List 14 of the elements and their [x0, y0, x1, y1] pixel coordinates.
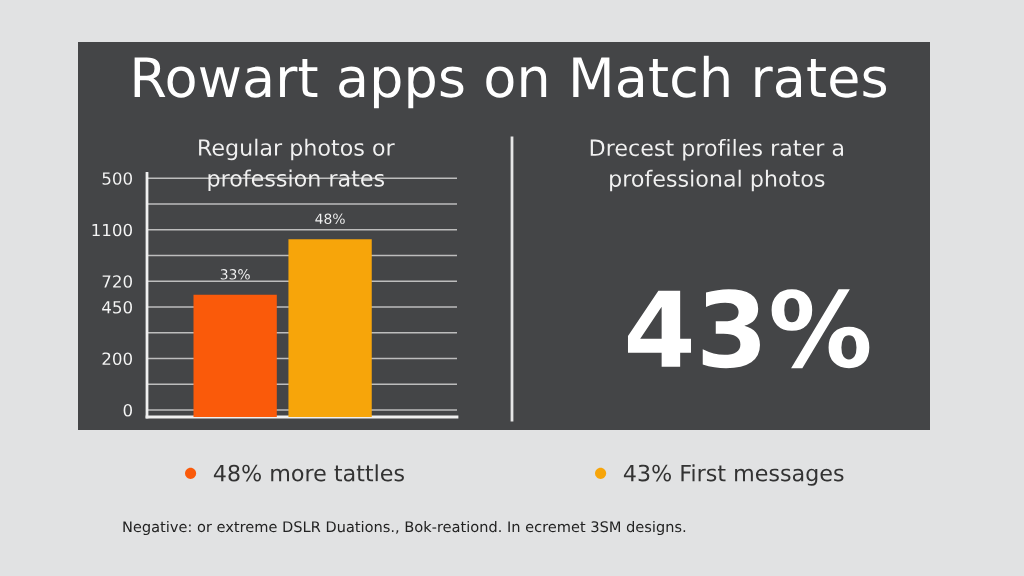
text: Negative: or extreme DSLR Duations., Bok-reationd. In ecremet 3SM designs. [123, 520, 686, 536]
category-label: 450 [102, 300, 132, 314]
text: Drecest profiles rater a professional photos [590, 138, 844, 192]
category-label: 1100 [92, 223, 132, 237]
category-label: 200 [102, 352, 132, 366]
data-label: 48% [315, 213, 345, 224]
text: 43% [627, 289, 870, 369]
category-label: 500 [102, 172, 132, 185]
category-label: 0 [123, 403, 132, 417]
chart-title: Rowart apps on Match rates [134, 55, 887, 109]
legend-label: 48% more tattles [213, 464, 404, 482]
legend-label: 43% First messages [623, 464, 844, 486]
category-label: 720 [102, 275, 132, 288]
data-label: 33% [220, 269, 250, 280]
